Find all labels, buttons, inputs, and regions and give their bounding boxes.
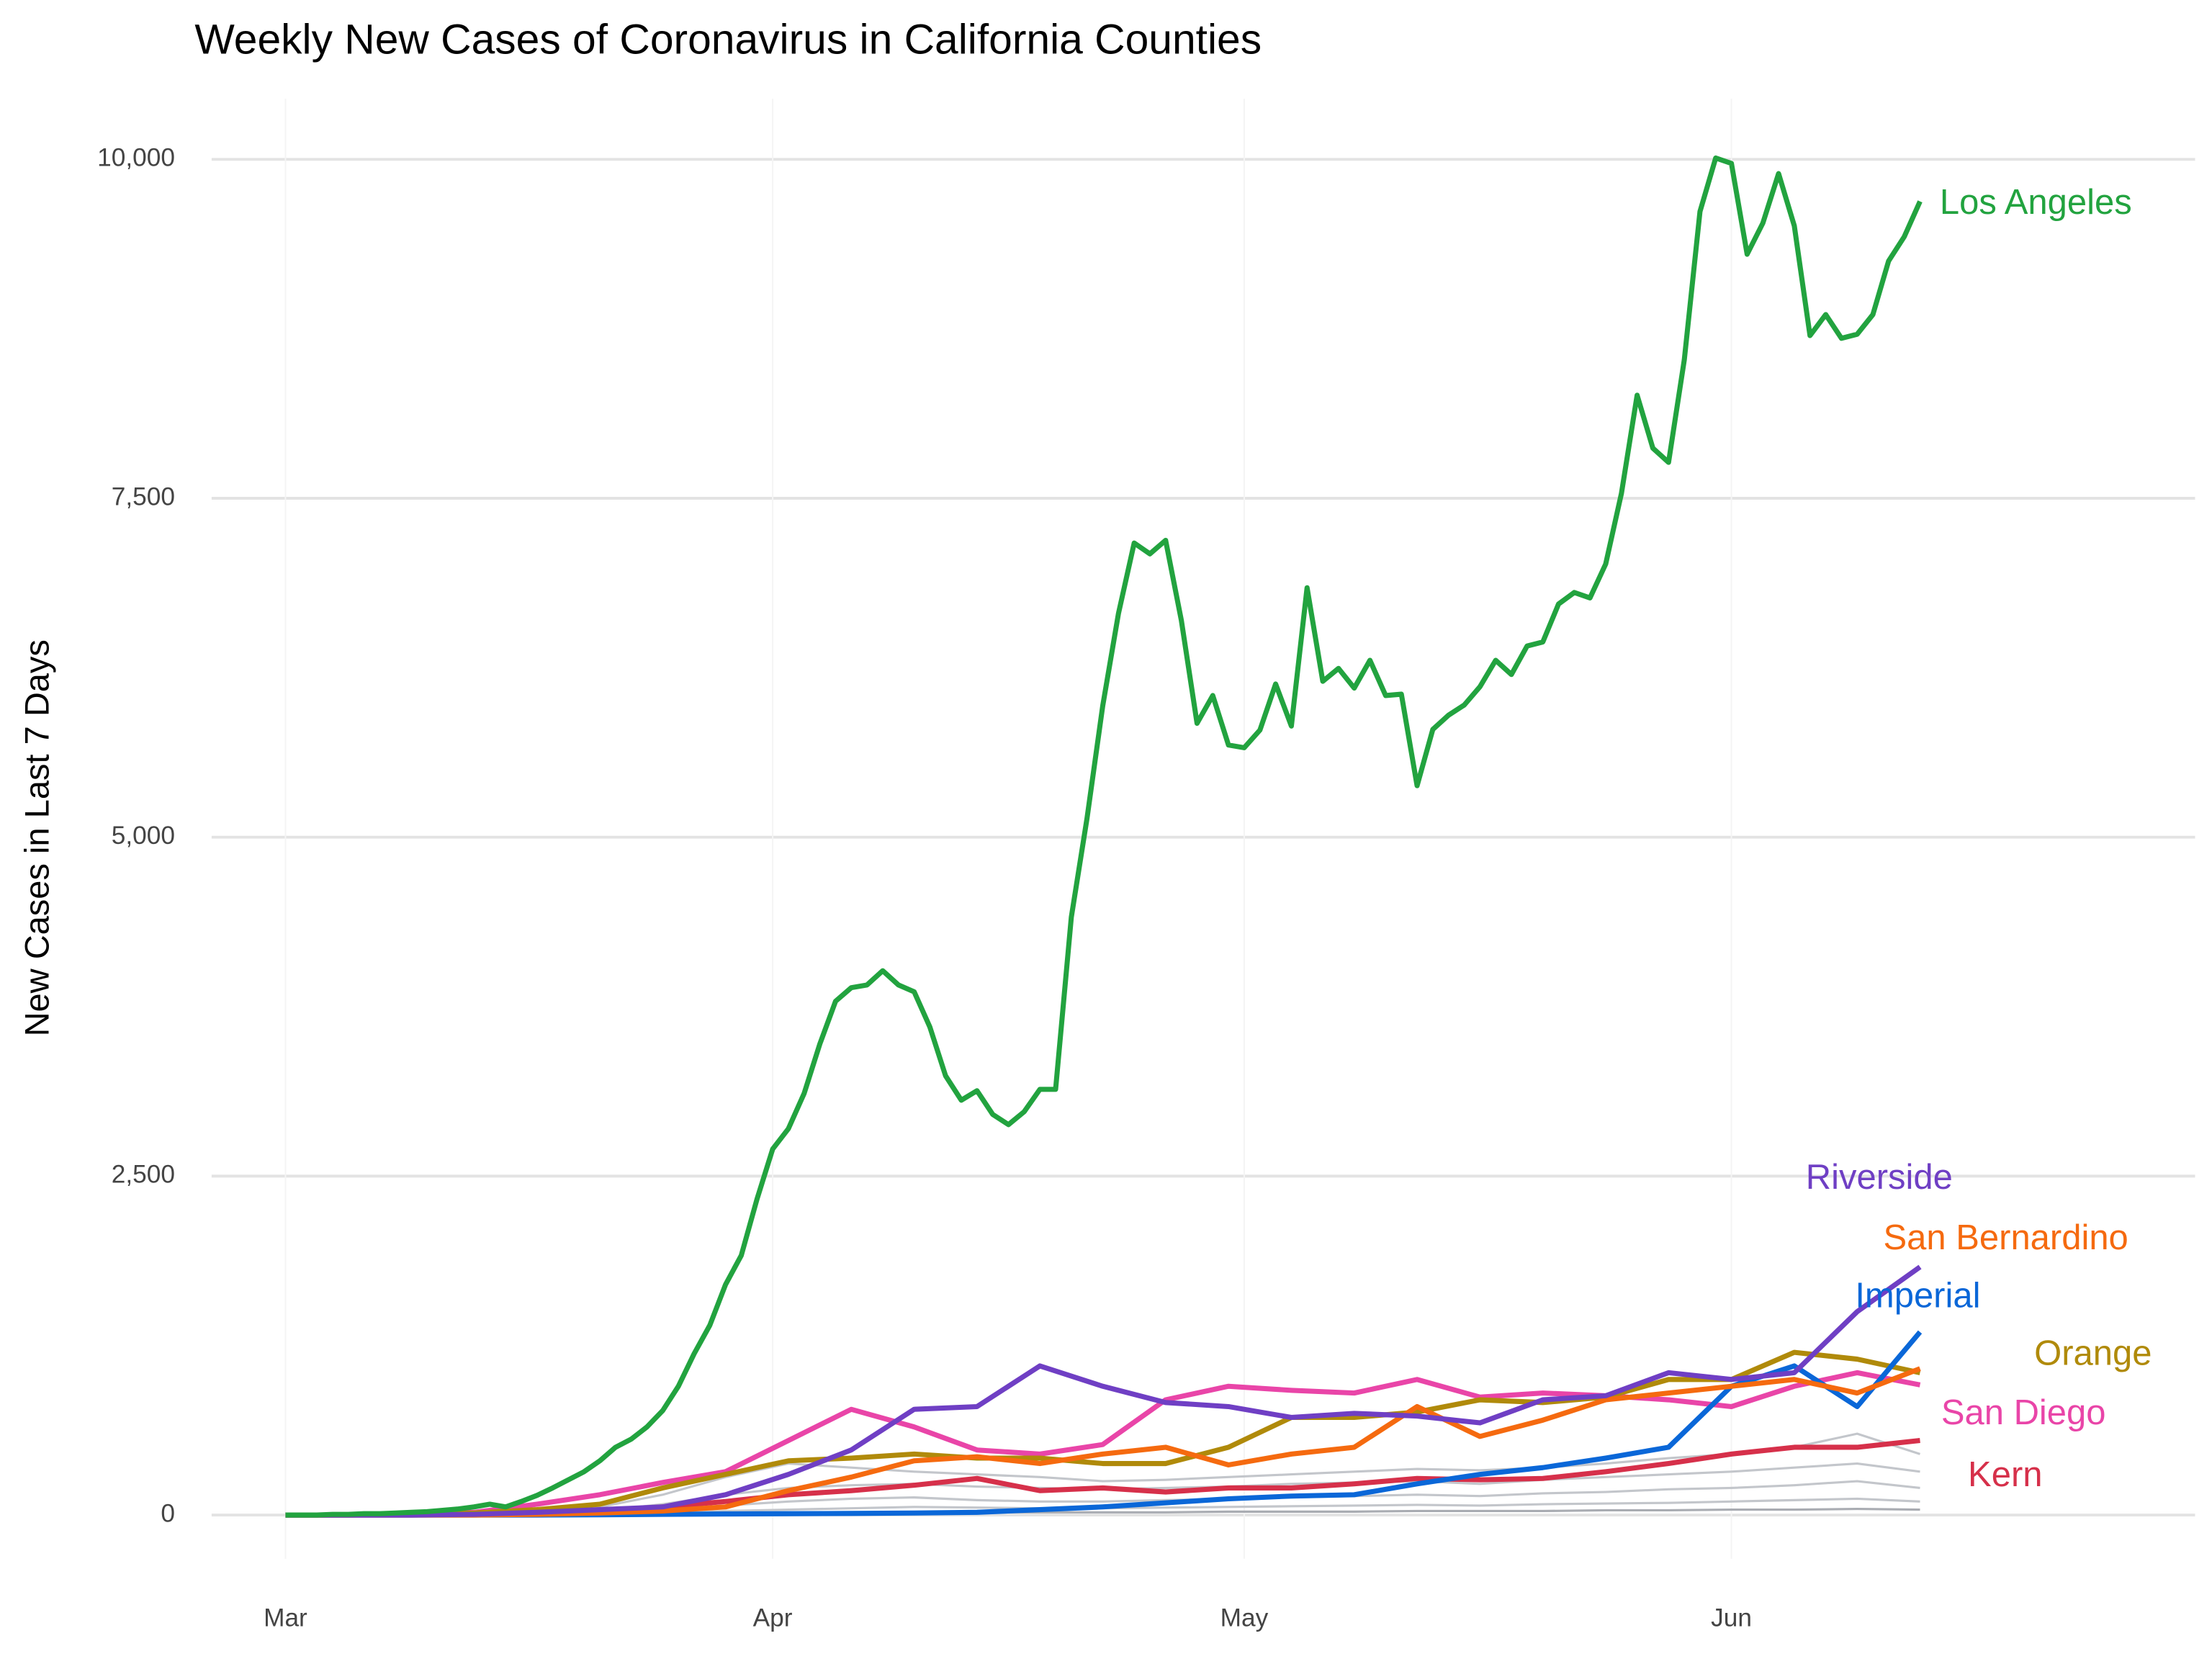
y-tick-label: 5,000	[112, 822, 175, 850]
series-label: Los Angeles	[1940, 183, 2132, 222]
y-tick-label: 10,000	[97, 144, 175, 172]
series-label: Kern	[1968, 1455, 2042, 1494]
x-tick-label: May	[1220, 1604, 1269, 1632]
x-tick-label: Mar	[264, 1604, 307, 1632]
y-tick-label: 2,500	[112, 1161, 175, 1189]
y-axis-label: New Cases in Last 7 Days	[17, 639, 55, 1036]
series-label: San Bernardino	[1884, 1218, 2128, 1257]
highlight-line	[285, 1349, 1921, 1518]
highlight-line	[285, 1370, 1921, 1518]
series-label: San Diego	[1941, 1393, 2106, 1432]
highlight-line	[285, 1264, 1922, 1518]
y-tick-label: 0	[161, 1499, 175, 1527]
x-tick-label: Apr	[753, 1604, 793, 1632]
series-label: Orange	[2034, 1334, 2152, 1373]
highlight-line	[285, 155, 1923, 1518]
chart-title: Weekly New Cases of Coronavirus in Calif…	[194, 16, 1262, 63]
x-tick-label: Jun	[1711, 1604, 1752, 1632]
y-tick-label: 7,500	[112, 482, 175, 511]
series-label: Riverside	[1806, 1158, 1953, 1197]
series-label: Imperial	[1855, 1276, 1980, 1315]
